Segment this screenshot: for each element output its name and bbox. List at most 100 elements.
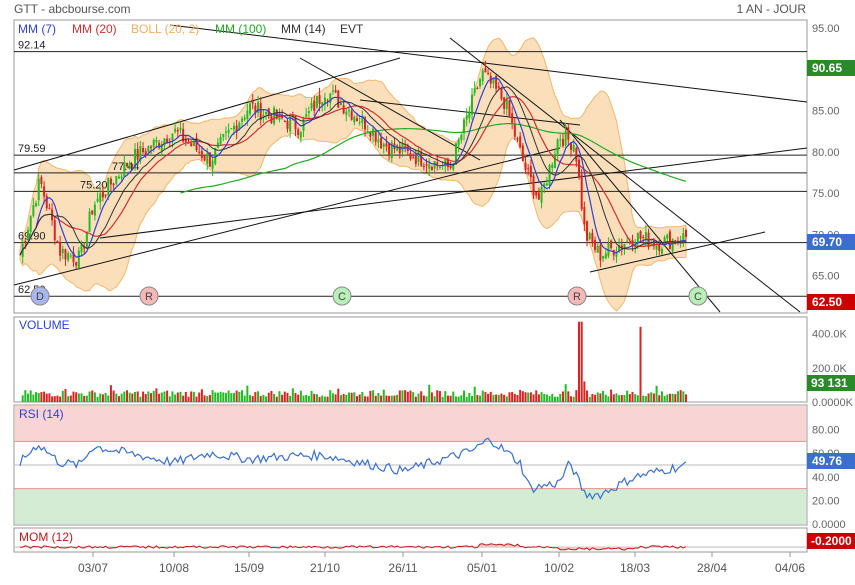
volume-bar xyxy=(481,390,484,402)
candle-body xyxy=(93,204,96,216)
candle-body xyxy=(174,128,177,132)
candle-body xyxy=(390,142,393,159)
event-marker xyxy=(139,286,159,306)
candle-body xyxy=(660,248,663,254)
candle-body xyxy=(56,240,59,242)
volume-bar xyxy=(198,392,201,402)
candle-body xyxy=(305,114,308,117)
candle-body xyxy=(331,90,334,92)
volume-bar xyxy=(650,392,653,402)
site-title: GTT - abcbourse.com xyxy=(14,2,130,16)
candle-body xyxy=(265,111,268,115)
candle-body xyxy=(671,239,674,252)
candle-body xyxy=(99,193,102,203)
candle-body xyxy=(232,126,235,130)
volume-bar xyxy=(283,391,286,402)
last-close-badge xyxy=(807,234,855,250)
rsi-tick-label: 80.00 xyxy=(812,425,840,437)
volume-bar xyxy=(396,394,399,402)
volume-bar xyxy=(24,390,27,402)
candle-body xyxy=(414,156,417,164)
volume-bar xyxy=(473,386,476,402)
candle-body xyxy=(200,151,203,158)
volume-bar xyxy=(503,394,506,402)
volume-bar xyxy=(96,396,99,402)
event-marker xyxy=(332,286,352,306)
volume-bar xyxy=(612,394,615,402)
event-label: R xyxy=(145,291,153,303)
volume-bar xyxy=(67,396,70,402)
candle-body xyxy=(273,107,276,124)
volume-bar xyxy=(575,390,578,402)
candle-body xyxy=(227,129,230,133)
rsi-title: RSI (14) xyxy=(19,407,64,421)
candle-body xyxy=(230,128,233,130)
volume-bar xyxy=(537,394,540,402)
candle-body xyxy=(388,143,391,155)
volume-bar xyxy=(468,392,471,402)
volume-bar xyxy=(216,392,219,402)
volume-bar xyxy=(551,393,554,402)
candle-body xyxy=(591,232,594,243)
candle-body xyxy=(150,146,153,149)
candle-body xyxy=(318,95,321,104)
volume-bar xyxy=(315,394,318,402)
candle-body xyxy=(465,115,468,120)
volume-bar xyxy=(128,392,131,402)
candle-body xyxy=(561,139,564,147)
volume-bar xyxy=(323,396,326,402)
candle-body xyxy=(487,72,490,74)
x-tick-label: 10/02 xyxy=(544,561,574,575)
candle-body xyxy=(634,244,637,249)
volume-bar xyxy=(155,388,158,402)
volume-bar xyxy=(615,393,618,402)
candle-body xyxy=(492,78,495,84)
candle-body xyxy=(476,87,479,89)
volume-bar xyxy=(532,394,535,402)
candle-body xyxy=(144,151,147,155)
volume-bar xyxy=(361,391,364,402)
volume-bar xyxy=(150,393,153,402)
candle-body xyxy=(96,198,99,202)
volume-bar xyxy=(513,393,516,402)
legend-item: BOLL (20, 2) xyxy=(131,22,199,36)
volume-bar xyxy=(540,392,543,402)
volume-bar xyxy=(144,394,147,402)
candle-body xyxy=(246,110,249,119)
candle-body xyxy=(420,151,423,166)
candle-body xyxy=(685,230,687,237)
volume-bar xyxy=(425,396,428,402)
price-badge-label: 90.65 xyxy=(812,61,842,75)
candle-body xyxy=(543,183,546,187)
volume-bar xyxy=(366,396,369,402)
volume-bar xyxy=(232,393,235,402)
volume-bar xyxy=(310,390,313,402)
candle-body xyxy=(497,86,500,89)
volume-bar xyxy=(51,396,54,402)
candle-body xyxy=(655,243,658,250)
candle-body xyxy=(495,75,498,89)
volume-bar xyxy=(45,393,48,402)
candle-body xyxy=(628,242,631,244)
candle-body xyxy=(115,176,118,184)
candle-body xyxy=(179,128,182,131)
candle-body xyxy=(623,244,626,249)
candle-body xyxy=(682,233,685,242)
volume-bar xyxy=(398,390,401,402)
volume-bar xyxy=(578,321,581,402)
candle-body xyxy=(83,246,86,249)
x-tick-label: 26/11 xyxy=(388,561,417,575)
candle-body xyxy=(251,101,254,104)
rsi-tick-label: 0.0000 xyxy=(812,519,846,531)
candle-body xyxy=(513,123,516,137)
price-tick-label: 85.00 xyxy=(812,106,840,118)
volume-bar xyxy=(356,396,359,402)
candle-body xyxy=(404,146,407,149)
volume-bar xyxy=(567,391,570,402)
candle-body xyxy=(454,143,457,165)
candle-body xyxy=(618,245,621,253)
volume-bar xyxy=(599,393,602,402)
candle-body xyxy=(372,128,375,136)
candle-body xyxy=(88,211,91,232)
candle-body xyxy=(658,243,661,251)
